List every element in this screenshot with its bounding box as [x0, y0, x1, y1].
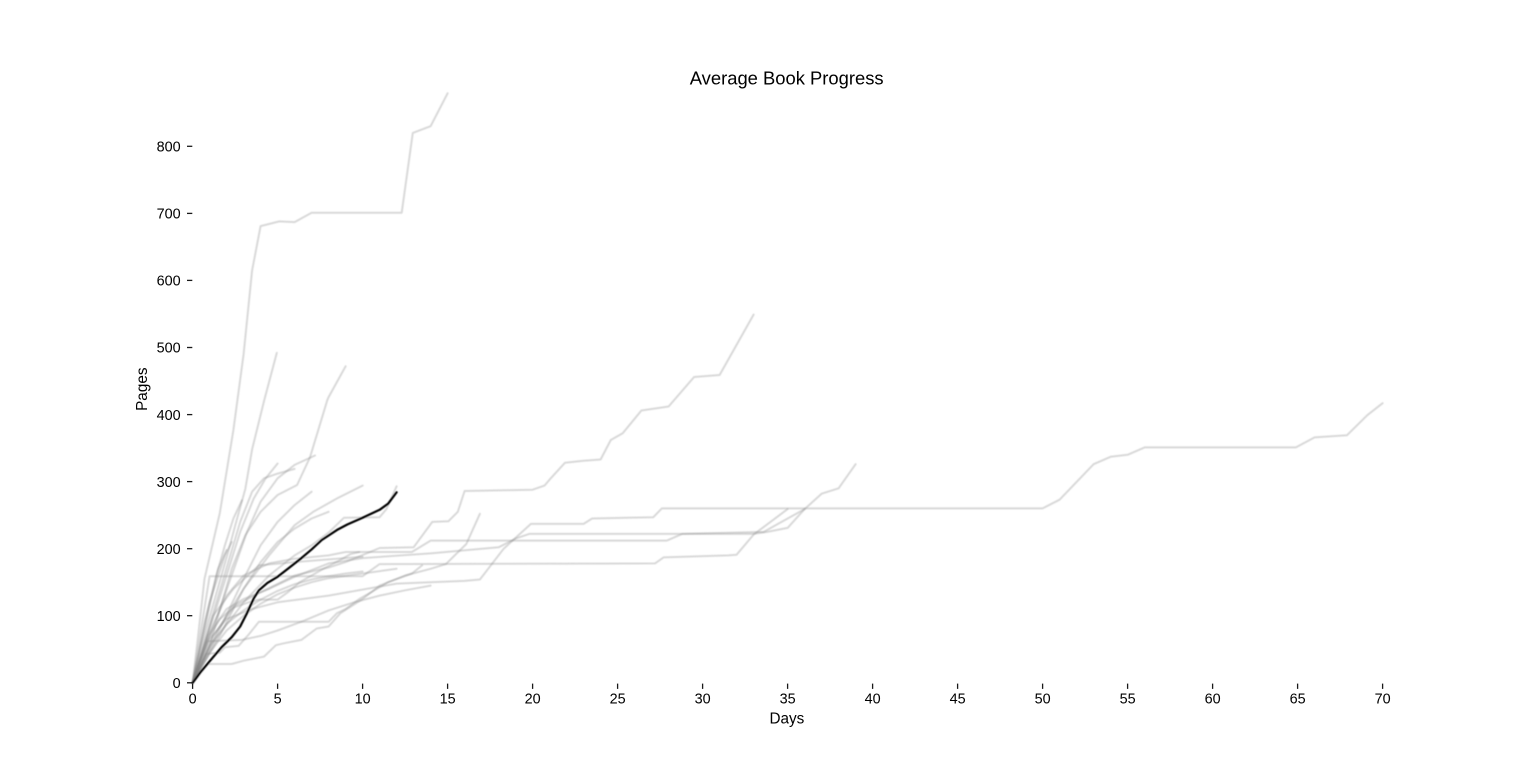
svg-text:100: 100 [157, 609, 181, 625]
svg-text:15: 15 [440, 692, 456, 708]
svg-text:70: 70 [1375, 692, 1391, 708]
svg-text:Average Book Progress: Average Book Progress [690, 68, 884, 89]
svg-text:35: 35 [780, 692, 796, 708]
svg-text:800: 800 [157, 140, 181, 156]
svg-text:600: 600 [157, 274, 181, 290]
svg-text:25: 25 [610, 692, 626, 708]
svg-text:40: 40 [865, 692, 881, 708]
svg-text:5: 5 [274, 692, 282, 708]
svg-text:0: 0 [189, 692, 197, 708]
svg-text:Pages: Pages [134, 367, 151, 411]
svg-text:400: 400 [157, 408, 181, 424]
svg-text:10: 10 [355, 692, 371, 708]
svg-text:20: 20 [525, 692, 541, 708]
svg-text:65: 65 [1290, 692, 1306, 708]
svg-text:45: 45 [950, 692, 966, 708]
svg-text:Days: Days [769, 710, 804, 727]
svg-text:500: 500 [157, 341, 181, 357]
svg-text:0: 0 [173, 676, 181, 692]
svg-text:50: 50 [1035, 692, 1051, 708]
svg-text:30: 30 [695, 692, 711, 708]
svg-text:700: 700 [157, 207, 181, 223]
svg-text:60: 60 [1205, 692, 1221, 708]
svg-text:200: 200 [157, 542, 181, 558]
svg-text:55: 55 [1120, 692, 1136, 708]
svg-text:300: 300 [157, 475, 181, 491]
